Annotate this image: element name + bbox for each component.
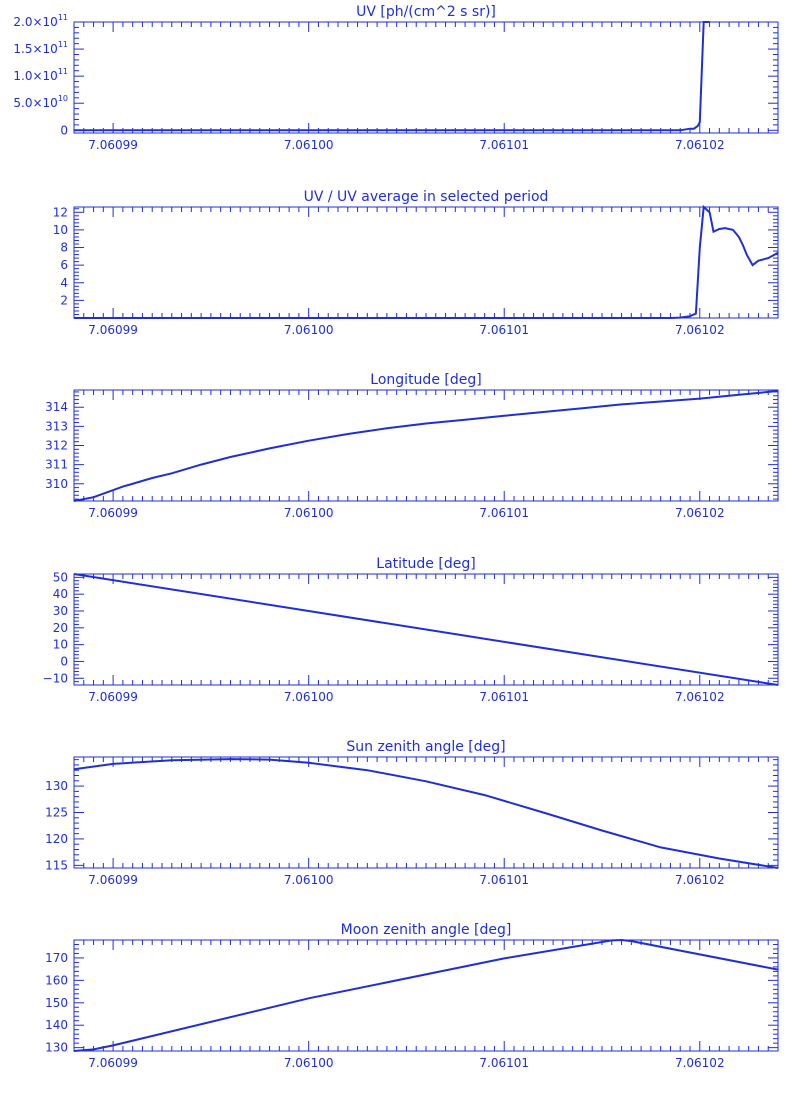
y-tick-label: 310 [45,477,68,491]
y-tick-label: 160 [45,973,68,987]
y-tick-label: 140 [45,1018,68,1032]
chart-title: Moon zenith angle [deg] [341,922,512,938]
x-tick-label: 7.06099 [88,138,138,152]
y-tick-label: 12 [53,205,68,219]
y-tick-label: 4 [60,276,68,290]
y-tick-label: 115 [45,858,68,872]
x-tick-label: 7.06100 [284,1056,334,1070]
x-tick-label: 7.06102 [675,323,725,337]
series-line-1 [74,204,779,319]
y-tick-label: 170 [45,951,68,965]
y-tick-label: 8 [60,241,68,255]
chart-panel-1: UV [ph/(cm^2 s sr)] 7.06099 7.06100 7.06101… [13,4,779,152]
y-tick-label: 40 [53,587,68,601]
y-tick-label: −10 [43,671,68,685]
y-tick-label: 1.0×1011 [13,67,68,83]
y-tick-label: 20 [53,621,68,635]
plot-frame [73,206,779,319]
y-tick-label: 130 [45,1041,68,1055]
chart-panel-6: Moon zenith angle [deg] 7.06099 7.06100 7.0… [45,922,779,1070]
x-tick-label: 7.06100 [284,690,334,704]
chart-panel-3: Longitude [deg] 7.06099 7.06100 7.06101 7.06… [45,372,779,520]
x-tick-label: 7.06102 [675,690,725,704]
series-line-1 [74,21,710,132]
x-tick-label: 7.06101 [479,506,529,520]
y-tick-label: 6 [60,258,68,272]
x-tick-label: 7.06101 [479,690,529,704]
plot-frame [73,21,779,134]
chart-panel-2: UV / UV average in selected period 7.0609… [53,189,779,337]
y-tick-label: 314 [45,400,68,414]
y-tick-label: 130 [45,779,68,793]
x-tick-label: 7.06101 [479,323,529,337]
plot-frame [73,389,779,502]
series-line-1 [73,758,779,869]
x-tick-label: 7.06100 [284,323,334,337]
chart-title: Latitude [deg] [376,556,475,572]
y-tick-label: 10 [53,638,68,652]
y-tick-label: 2 [60,293,68,307]
y-tick-label: 10 [53,223,68,237]
y-tick-label: 2.0×1011 [13,13,68,29]
y-tick-label: 311 [45,458,68,472]
plot-frame [73,939,779,1052]
x-tick-label: 7.06099 [88,1056,138,1070]
x-tick-label: 7.06099 [88,506,138,520]
y-tick-label: 30 [53,604,68,618]
y-tick-label: 5.0×1010 [13,94,68,110]
chart-title: UV / UV average in selected period [304,189,549,205]
x-tick-label: 7.06101 [479,873,529,887]
x-tick-label: 7.06100 [284,506,334,520]
y-tick-label: 125 [45,806,68,820]
x-tick-label: 7.06102 [675,138,725,152]
plot-frame [73,756,779,869]
y-tick-label: 0 [60,123,68,137]
chart-panel-4: Latitude [deg] 7.06099 7.06100 7.06101 7.061… [43,556,779,704]
y-tick-label: 0 [60,654,68,668]
chart-title: UV [ph/(cm^2 s sr)] [356,4,496,20]
series-line-1 [73,573,779,686]
y-tick-label: 120 [45,832,68,846]
x-tick-label: 7.06099 [88,873,138,887]
x-tick-label: 7.06102 [675,873,725,887]
y-tick-label: 50 [53,570,68,584]
series-line-1 [73,390,779,502]
x-tick-label: 7.06101 [479,138,529,152]
x-tick-label: 7.06101 [479,1056,529,1070]
x-tick-label: 7.06100 [284,138,334,152]
x-tick-label: 7.06099 [88,323,138,337]
x-tick-label: 7.06102 [675,1056,725,1070]
y-tick-label: 312 [45,439,68,453]
series-line-1 [73,938,779,1052]
x-tick-label: 7.06102 [675,506,725,520]
y-tick-label: 1.5×1011 [13,40,68,56]
x-tick-label: 7.06100 [284,873,334,887]
x-tick-label: 7.06099 [88,690,138,704]
y-tick-label: 313 [45,419,68,433]
y-tick-label: 150 [45,996,68,1010]
chart-panel-5: Sun zenith angle [deg] 7.06099 7.06100 7.06… [45,739,779,887]
chart-title: Longitude [deg] [370,372,481,388]
chart-title: Sun zenith angle [deg] [346,739,505,755]
